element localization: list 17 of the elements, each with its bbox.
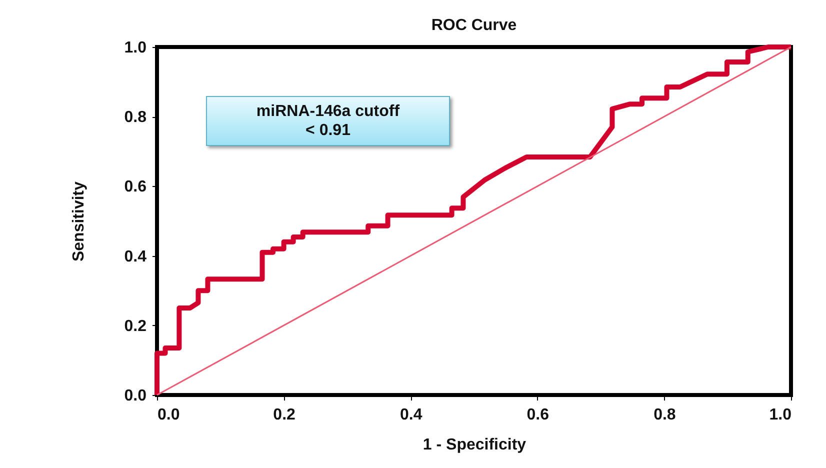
y-axis-title: Sensitivity: [70, 181, 88, 262]
x-tick-label: 1.0: [769, 406, 792, 424]
note-box: miRNA-146a cutoff < 0.91: [206, 96, 450, 146]
x-tick-label: 0.0: [158, 406, 180, 424]
x-tick-label: 0.8: [654, 406, 676, 424]
y-tick-label: 0.4: [124, 248, 147, 266]
annotation: miRNA-146a cutoff < 0.91: [256, 102, 400, 140]
x-tick-label: 0.4: [400, 406, 422, 424]
y-tick-label: 0.0: [124, 388, 147, 404]
chart-title: ROC Curve: [431, 17, 517, 34]
y-tick-label: 0.8: [124, 109, 147, 126]
y-tick-label: 0.6: [124, 178, 147, 196]
x-tick-label: 0.2: [273, 406, 296, 424]
x-axis-title: 1 - Specificity: [422, 436, 526, 454]
y-tick-label: 0.2: [124, 318, 147, 335]
x-tick-label: 0.6: [526, 406, 550, 424]
y-tick-label: 1.0: [124, 40, 147, 56]
